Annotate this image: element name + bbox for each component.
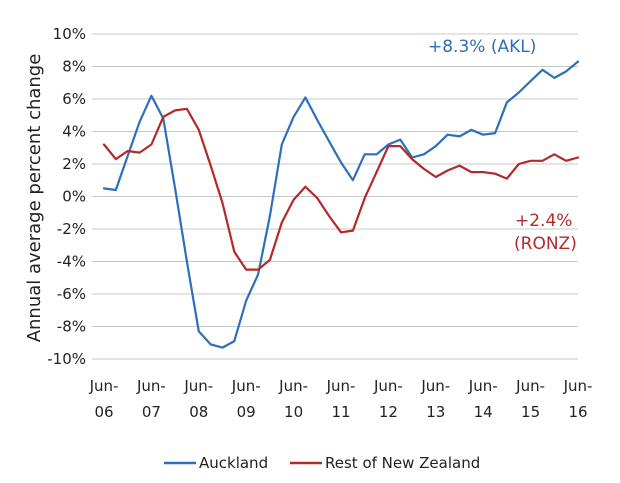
gridlines [92,33,578,360]
x-tick-label: Jun- [563,377,593,395]
y-tick-label: 4% [62,123,86,141]
y-tick-label: -10% [47,350,86,368]
x-tick-label: Jun- [420,377,450,395]
y-tick-label: 0% [62,188,86,206]
x-tick-label-year: 11 [331,403,350,421]
x-axis-ticks: Jun- 06 Jun- 07 Jun- 08 Jun- 09 Jun- 10 Jun- 11 Jun-… [89,377,593,421]
x-tick-label-year: 12 [379,403,398,421]
series-lines [102,60,580,349]
y-tick-label: -6% [57,285,86,303]
y-tick-label: 8% [62,58,86,76]
y-axis-ticks: 10% 8% 6% 4% 2% 0% -2% -4% -6% -8% -10% [47,25,86,368]
x-tick-label-year: 15 [521,403,540,421]
x-tick-label: Jun- [326,377,356,395]
x-tick-label: Jun- [136,377,166,395]
series-line-rest-of-nz [102,107,580,271]
annotation-ronz-label: (RONZ) [514,234,577,254]
legend-label-rest-of-nz: Rest of New Zealand [325,454,480,472]
x-tick-label-year: 10 [284,403,303,421]
x-tick-label-year: 14 [474,403,493,421]
y-axis-label: Annual average percent change [24,54,45,343]
x-tick-label-year: 16 [568,403,587,421]
x-tick-label-year: 08 [189,403,208,421]
y-tick-label: 2% [62,155,86,173]
y-tick-label: -4% [57,253,86,271]
x-tick-label-year: 13 [426,403,445,421]
y-tick-label: -8% [57,318,86,336]
legend: Auckland Rest of New Zealand [164,454,480,472]
x-tick-label: Jun- [89,377,119,395]
x-tick-label: Jun- [183,377,213,395]
x-tick-label-year: 09 [237,403,256,421]
y-tick-label: -2% [57,220,86,238]
series-line-auckland [102,60,580,349]
x-tick-label-year: 06 [94,403,113,421]
annotation-akl: +8.3% (AKL) [428,37,536,57]
y-tick-label: 10% [53,25,86,43]
x-tick-label-year: 07 [142,403,161,421]
x-tick-label: Jun- [468,377,498,395]
annotation-ronz-value: +2.4% [515,211,572,231]
x-tick-label: Jun- [515,377,545,395]
x-tick-label: Jun- [278,377,308,395]
y-tick-label: 6% [62,90,86,108]
legend-label-auckland: Auckland [199,454,268,472]
x-tick-label: Jun- [231,377,261,395]
x-tick-label: Jun- [373,377,403,395]
